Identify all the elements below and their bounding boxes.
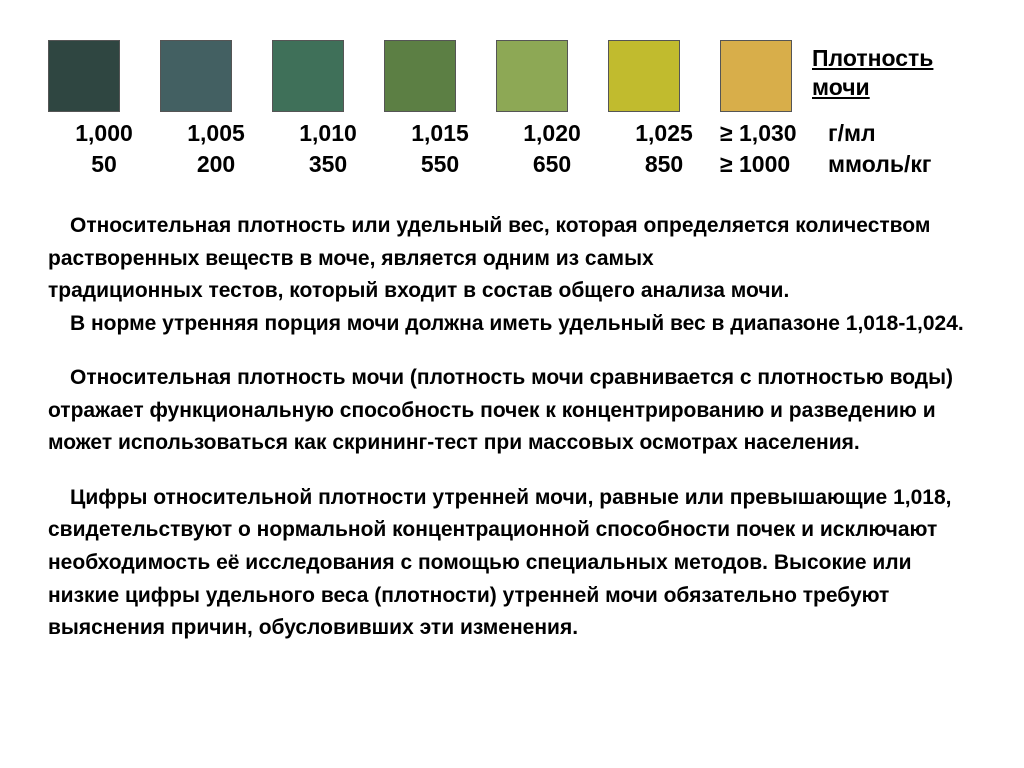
title-line2: мочи: [812, 73, 933, 102]
paragraph-1b: традиционных тестов, который входит в со…: [48, 275, 976, 308]
osmolality-value: ≥ 1000: [720, 149, 820, 180]
value-col-6: ≥ 1,030≥ 1000: [720, 118, 820, 180]
value-col-3: 1,015550: [384, 118, 496, 180]
value-col-1: 1,005200: [160, 118, 272, 180]
swatch-container: [48, 40, 792, 112]
osmolality-value: 50: [48, 149, 160, 180]
swatch-5: [608, 40, 680, 112]
paragraph-3: Относительная плотность мочи (плотность …: [48, 362, 976, 460]
swatch-3: [384, 40, 456, 112]
density-value: 1,000: [48, 118, 160, 149]
value-col-5: 1,025850: [608, 118, 720, 180]
swatch-0: [48, 40, 120, 112]
value-col-4: 1,020650: [496, 118, 608, 180]
osmolality-value: 650: [496, 149, 608, 180]
chart-title: Плотность мочи: [812, 40, 933, 102]
values-row: 1,000501,0052001,0103501,0155501,0206501…: [48, 118, 976, 180]
unit-density: г/мл: [828, 118, 931, 149]
value-columns: 1,000501,0052001,0103501,0155501,0206501…: [48, 118, 820, 180]
swatch-1: [160, 40, 232, 112]
osmolality-value: 550: [384, 149, 496, 180]
paragraph-1a: Относительная плотность или удельный вес…: [48, 210, 976, 275]
swatch-6: [720, 40, 792, 112]
density-value: ≥ 1,030: [720, 118, 820, 149]
density-value: 1,020: [496, 118, 608, 149]
density-value: 1,005: [160, 118, 272, 149]
units-block: г/мл ммоль/кг: [828, 118, 931, 180]
title-line1: Плотность: [812, 44, 933, 73]
density-value: 1,025: [608, 118, 720, 149]
osmolality-value: 350: [272, 149, 384, 180]
osmolality-value: 200: [160, 149, 272, 180]
swatch-4: [496, 40, 568, 112]
osmolality-value: 850: [608, 149, 720, 180]
swatch-2: [272, 40, 344, 112]
unit-osmolality: ммоль/кг: [828, 149, 931, 180]
density-value: 1,010: [272, 118, 384, 149]
body-text: Относительная плотность или удельный вес…: [48, 210, 976, 645]
paragraph-2: В норме утренняя порция мочи должна имет…: [48, 308, 976, 341]
value-col-0: 1,00050: [48, 118, 160, 180]
paragraph-4: Цифры относительной плотности утренней м…: [48, 482, 976, 645]
density-value: 1,015: [384, 118, 496, 149]
value-col-2: 1,010350: [272, 118, 384, 180]
color-scale-row: Плотность мочи: [48, 40, 976, 112]
